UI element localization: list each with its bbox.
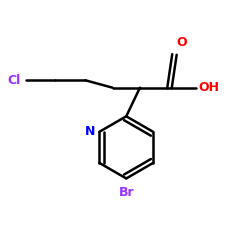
- Text: N: N: [84, 125, 95, 138]
- Text: Br: Br: [118, 186, 134, 199]
- Text: Cl: Cl: [8, 74, 21, 87]
- Text: OH: OH: [198, 81, 219, 94]
- Text: O: O: [176, 36, 186, 49]
